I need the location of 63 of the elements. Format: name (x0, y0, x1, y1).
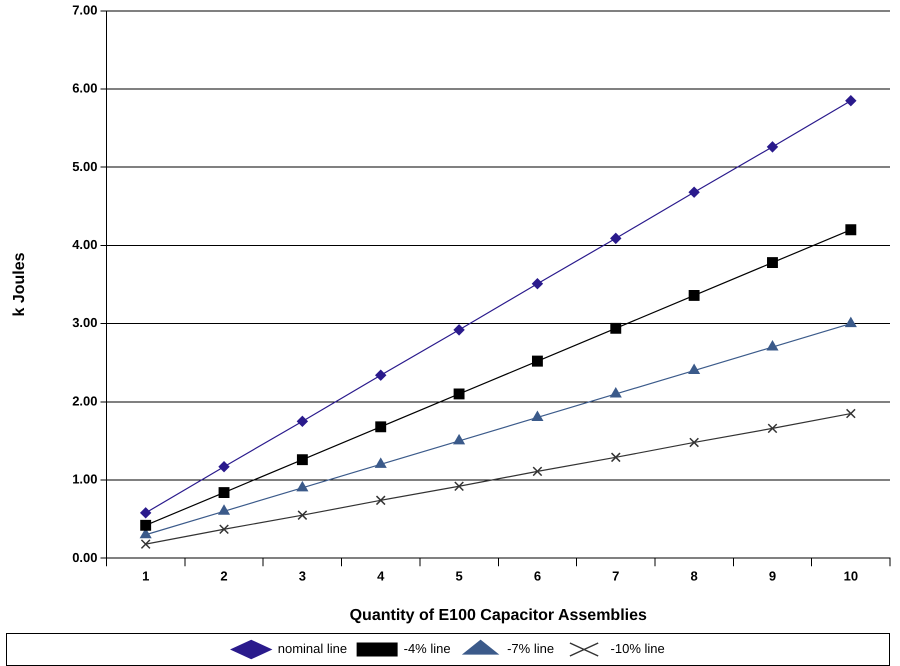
point (140, 507, 152, 518)
point (375, 370, 386, 381)
point (845, 224, 856, 236)
point (845, 95, 856, 106)
point (218, 504, 230, 515)
point (688, 186, 700, 198)
y-tick-label: 7.00 (72, 2, 98, 18)
point (688, 290, 700, 301)
y-tick-label: 5.00 (72, 158, 98, 174)
point (532, 410, 544, 421)
point (296, 481, 308, 492)
x-tick-label: 4 (377, 568, 386, 584)
legend-label: nominal line (278, 641, 348, 656)
point (610, 387, 622, 398)
x-tick-label: 3 (298, 568, 306, 584)
point (376, 495, 386, 506)
point (532, 466, 542, 476)
x-tick-label: 1 (142, 568, 150, 584)
point (454, 481, 464, 492)
point (296, 454, 308, 466)
y-tick-label: 2.00 (72, 393, 98, 408)
point (454, 324, 465, 336)
point (688, 364, 700, 374)
point (689, 437, 700, 448)
y-tick-label: 1.00 (72, 472, 98, 487)
point (532, 278, 543, 290)
x-tick-label: 7 (612, 568, 620, 584)
point (532, 356, 543, 367)
point (767, 257, 778, 268)
legend-label: -4% line (404, 641, 451, 656)
point (140, 539, 151, 550)
point (140, 520, 152, 531)
point (218, 461, 230, 472)
y-tick-label: 4.00 (72, 236, 98, 252)
x-axis-title: Quantity of E100 Capacitor Assemblies (350, 606, 647, 624)
x-tick-label: 5 (455, 568, 463, 584)
y-tick-label: 6.00 (72, 80, 98, 96)
point (218, 487, 230, 498)
y-axis-title: k Joules (11, 252, 28, 317)
point (453, 434, 465, 444)
legend-label: -10% line (610, 641, 665, 656)
point (296, 416, 308, 427)
point (297, 510, 308, 520)
point (375, 458, 386, 468)
x-tick-label: 9 (768, 568, 776, 584)
x-tick-label: 2 (220, 568, 228, 584)
point (846, 408, 856, 419)
y-tick-label: 0.00 (72, 550, 98, 565)
point (454, 388, 465, 400)
point (375, 421, 386, 432)
point (610, 232, 622, 244)
y-tick-label: 3.00 (72, 315, 98, 330)
point (219, 524, 230, 534)
point (766, 141, 778, 152)
point (610, 322, 622, 334)
point (610, 452, 621, 462)
x-tick-label: 8 (690, 568, 698, 584)
point (767, 423, 778, 434)
point (766, 340, 778, 351)
x-tick-label: 6 (534, 568, 542, 584)
legend-label: -7% line (507, 641, 554, 656)
x-tick-label: 10 (844, 568, 858, 584)
point (845, 317, 857, 328)
